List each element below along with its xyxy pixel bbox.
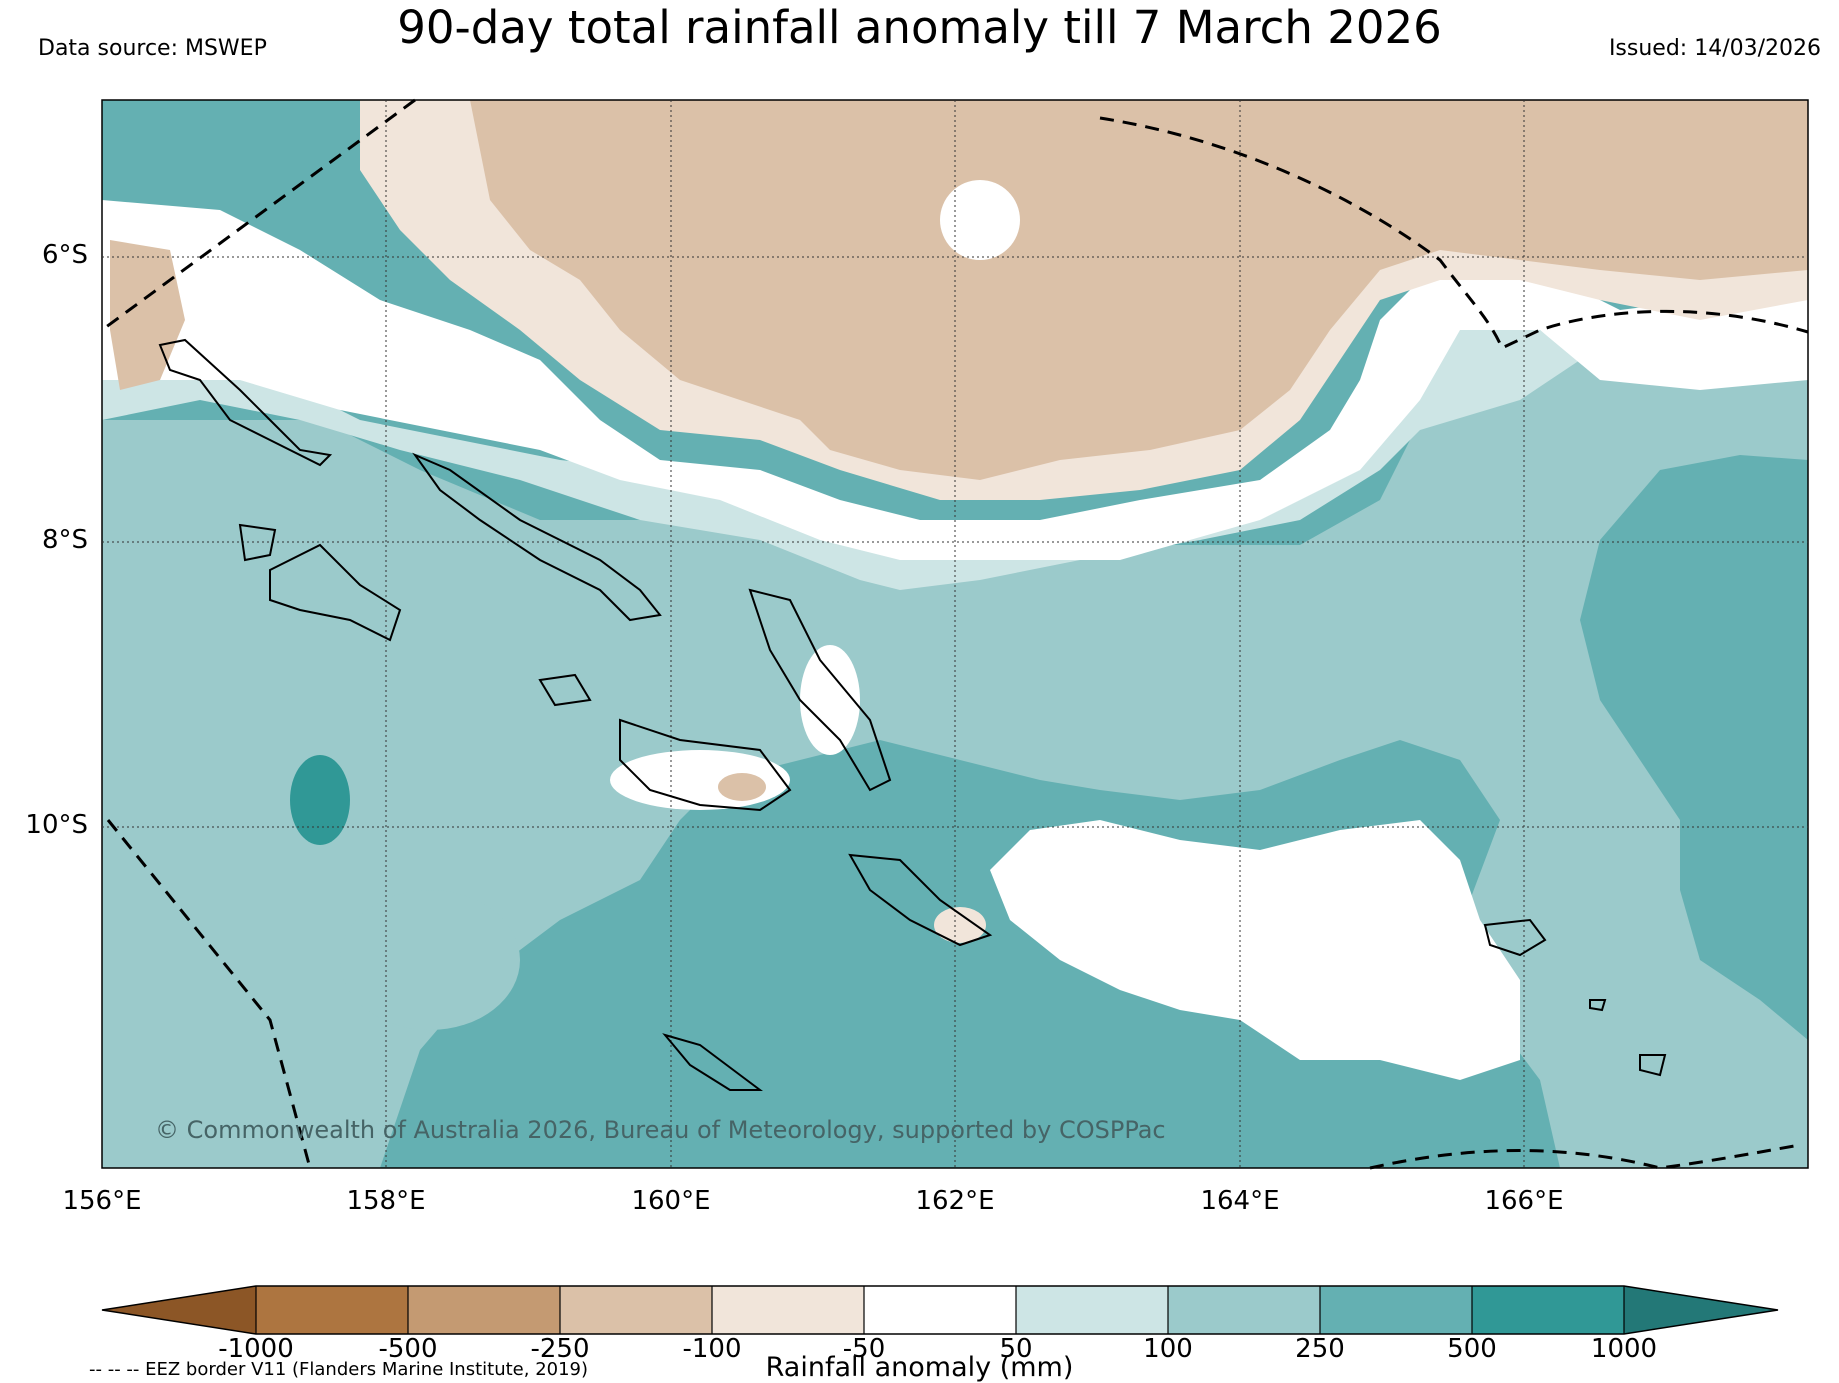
new-georgia-coast <box>269 543 402 642</box>
eez-legend-note: -- -- -- EEZ border V11 (Flanders Marine… <box>89 1359 589 1380</box>
colorbar-tick-minus1000: -1000 <box>218 1334 294 1364</box>
makira-coast <box>848 853 993 947</box>
colorbar-tick-250: 250 <box>1295 1334 1345 1364</box>
colorbar <box>101 1285 1779 1335</box>
colorbar-extend-low <box>102 1286 256 1334</box>
band-minus250-minus100 <box>470 100 1808 480</box>
colorbar-segment-5 <box>864 1286 1016 1334</box>
colorbar-tick-500: 500 <box>1447 1334 1497 1364</box>
band-100-250-patch <box>340 890 520 1030</box>
russell-islands-coast <box>538 673 592 707</box>
colorbar-segment-6 <box>1016 1286 1168 1334</box>
colorbar-tick-minus50: -50 <box>842 1334 886 1364</box>
colorbar-segment-1 <box>256 1286 408 1334</box>
eez-borders <box>101 98 1809 1170</box>
issued-date-label: Issued: 14/03/2026 <box>1608 36 1821 61</box>
band-100-250 <box>102 330 1808 1168</box>
colorbar-tick-minus100: -100 <box>682 1334 742 1364</box>
copyright-text: © Commonwealth of Australia 2026, Bureau… <box>155 1116 1166 1144</box>
small-island-coast <box>1639 1054 1667 1077</box>
bougainville-coast <box>158 338 333 467</box>
x-tick-166e: 166°E <box>1484 1186 1564 1216</box>
guadalcanal-coast <box>619 718 792 812</box>
colorbar-tick-minus250: -250 <box>530 1334 590 1364</box>
colorbar-segment-7 <box>1168 1286 1320 1334</box>
y-tick-8s: 8°S <box>41 525 88 555</box>
colorbar-segment-4 <box>712 1286 864 1334</box>
data-source-label: Data source: MSWEP <box>38 36 267 61</box>
malaita-coast <box>748 588 892 792</box>
colorbar-tick-100: 100 <box>1143 1334 1193 1364</box>
colorbar-segment-9 <box>1472 1286 1624 1334</box>
y-tick-6s: 6°S <box>41 240 88 270</box>
x-tick-164e: 164°E <box>1200 1186 1280 1216</box>
colorbar-dividers <box>255 1286 1625 1334</box>
island-white-patch <box>610 750 790 810</box>
band-minus50-50 <box>102 200 1808 560</box>
white-hole-north <box>940 180 1020 260</box>
rennell-coast <box>662 1033 763 1091</box>
band-minus50-50-south <box>990 820 1520 1080</box>
x-tick-158e: 158°E <box>346 1186 426 1216</box>
choiseul-coast <box>238 523 277 562</box>
band-minus250-minus100-west <box>110 240 185 390</box>
x-tick-156e: 156°E <box>62 1186 142 1216</box>
map-title: 90-day total rainfall anomaly till 7 Mar… <box>397 1 1442 54</box>
colorbar-title: Rainfall anomaly (mm) <box>765 1352 1074 1383</box>
colorbar-segment-2 <box>408 1286 560 1334</box>
island-light-tan-patch <box>934 907 986 943</box>
santa-cruz-coast <box>1483 918 1547 957</box>
colorbar-tick-50: 50 <box>999 1334 1033 1364</box>
x-tick-162e: 162°E <box>915 1186 995 1216</box>
island-white-patch-2 <box>800 645 860 755</box>
band-500-1000-patch <box>290 755 350 845</box>
x-tick-160e: 160°E <box>631 1186 711 1216</box>
band-250-500-east <box>1580 455 1808 1040</box>
colorbar-tick-minus500: -500 <box>378 1334 438 1364</box>
gridlines <box>102 100 1808 1168</box>
santa-isabel-coast <box>412 452 662 622</box>
colorbar-tick-1000: 1000 <box>1590 1334 1658 1364</box>
coastlines <box>158 338 1667 1091</box>
y-tick-10s: 10°S <box>25 810 88 840</box>
small-island-coast-2 <box>1589 999 1607 1012</box>
colorbar-segment-3 <box>560 1286 712 1334</box>
colorbar-segment-8 <box>1320 1286 1472 1334</box>
island-tan-patch <box>718 773 766 801</box>
colorbar-extend-high <box>1624 1286 1778 1334</box>
